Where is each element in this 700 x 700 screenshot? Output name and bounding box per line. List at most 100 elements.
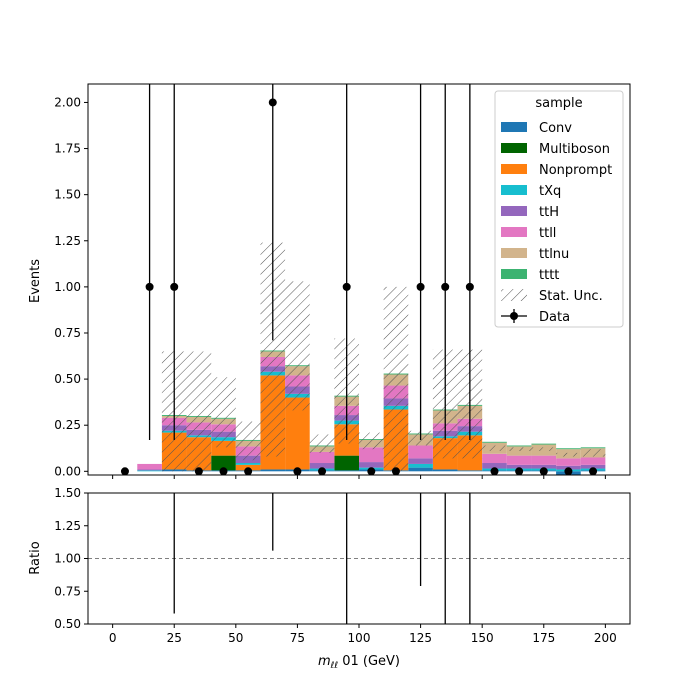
bar-ttll (531, 455, 557, 465)
legend-label: Multiboson (539, 142, 610, 157)
data-point (244, 467, 253, 476)
bar-ttll (309, 451, 335, 464)
stat-unc-band (186, 351, 212, 472)
bar-tth (408, 458, 433, 464)
data-point (170, 282, 179, 291)
bar-tth (482, 463, 507, 469)
legend: sample Conv Multiboson Nonprompt tXq ttH ttll t… (494, 90, 624, 328)
stat-unc-band (580, 449, 606, 457)
bar-ttll (580, 457, 606, 465)
data-point (145, 282, 154, 291)
bottom-panel: 0.50 0.75 1.00 1.25 1.50 0 25 50 75 100 125 150 175 2… (54, 486, 631, 645)
bottom-x-tick-label: 175 (532, 631, 555, 645)
top-y-tick-label: 1.75 (54, 142, 81, 156)
data-point (342, 282, 351, 291)
bar-ttlnu (506, 446, 532, 456)
bar-tttt (531, 443, 557, 445)
bar-conv (260, 469, 286, 472)
legend-swatch-txq (501, 185, 527, 195)
top-y-tick-label: 1.50 (54, 188, 81, 202)
bar-tth (531, 464, 557, 469)
stat-unc-band (309, 434, 335, 453)
bottom-x-tick-label: 125 (409, 631, 432, 645)
top-y-tick-label: 2.00 (54, 95, 81, 109)
data-point (120, 467, 129, 476)
bar-txq (235, 463, 261, 465)
data-point (318, 467, 327, 476)
data-point (194, 467, 203, 476)
legend-swatch-ttlnu (501, 248, 527, 258)
legend-swatch-multiboson (501, 143, 527, 153)
top-y-axis-label: Events (28, 259, 43, 303)
bottom-x-tick-label: 150 (471, 631, 494, 645)
stat-unc-band (482, 445, 507, 452)
legend-label: ttH (539, 205, 559, 220)
bottom-plot-area (88, 493, 630, 624)
bar-ttll (556, 458, 581, 466)
bottom-y-tick-label: 0.50 (54, 617, 81, 631)
data-point (219, 467, 228, 476)
top-y-tick-label: 0.25 (54, 418, 81, 432)
bar-tth (309, 463, 335, 469)
bottom-y-axis-label: Ratio (28, 541, 43, 574)
legend-label: Stat. Unc. (539, 289, 603, 304)
legend-label: tttt (539, 268, 559, 283)
bar-conv (334, 470, 359, 472)
bottom-y-tick-label: 1.50 (54, 486, 81, 500)
top-y-tick-label: 1.25 (54, 234, 81, 248)
top-y-tick-label: 1.00 (54, 280, 81, 294)
stat-unc-band (285, 281, 310, 411)
top-y-tick-label: 0.75 (54, 326, 81, 340)
bottom-y-tick-label: 1.25 (54, 519, 81, 533)
bar-tttt (580, 447, 606, 449)
bar-ttll (137, 463, 162, 470)
bar-multiboson (334, 455, 359, 471)
stat-unc-band (359, 432, 384, 450)
bar-tttt (482, 441, 507, 443)
data-point (589, 467, 598, 476)
legend-data-marker (510, 312, 518, 320)
legend-swatch-tttt (501, 269, 527, 279)
legend-label: Data (539, 310, 570, 325)
bottom-y-tick-label: 0.75 (54, 584, 81, 598)
bottom-x-tick-label: 200 (594, 631, 617, 645)
data-point (293, 467, 302, 476)
legend-swatch-ttll (501, 227, 527, 237)
stat-unc-band (235, 421, 261, 461)
bottom-x-tick-label: 25 (167, 631, 182, 645)
legend-swatch-stat-unc (501, 289, 527, 301)
stat-unc-band (506, 447, 532, 452)
stat-unc-band (211, 377, 236, 448)
data-point (539, 467, 548, 476)
stat-unc-band (556, 452, 581, 457)
bar-tttt (506, 445, 532, 447)
data-point (441, 282, 450, 291)
data-point (490, 467, 499, 476)
bar-txq (408, 463, 433, 468)
bar-ttll (482, 453, 507, 464)
bar-tttt (556, 448, 581, 450)
bar-txq (137, 470, 162, 472)
legend-title: sample (535, 96, 582, 111)
data-point (515, 467, 524, 476)
top-y-tick-label: 0.50 (54, 372, 81, 386)
bottom-x-tick-label: 50 (228, 631, 243, 645)
data-point (416, 282, 425, 291)
legend-label: Nonprompt (539, 163, 612, 178)
bar-conv (432, 469, 458, 472)
x-axis-label: mℓℓ 01 (GeV) (318, 654, 400, 671)
legend-label: ttlnu (539, 247, 569, 262)
bottom-x-tick-label: 0 (109, 631, 117, 645)
bar-tth (137, 469, 162, 471)
bar-ttll (506, 455, 532, 465)
bottom-y-tick-label: 1.00 (54, 552, 81, 566)
bar-multiboson (211, 455, 236, 471)
bar-conv (408, 467, 433, 472)
legend-swatch-tth (501, 206, 527, 216)
bar-ttll (408, 445, 433, 459)
bar-tth (506, 464, 532, 469)
legend-swatch-nonprompt (501, 164, 527, 174)
data-point (564, 467, 573, 476)
bar-tth (359, 462, 384, 468)
